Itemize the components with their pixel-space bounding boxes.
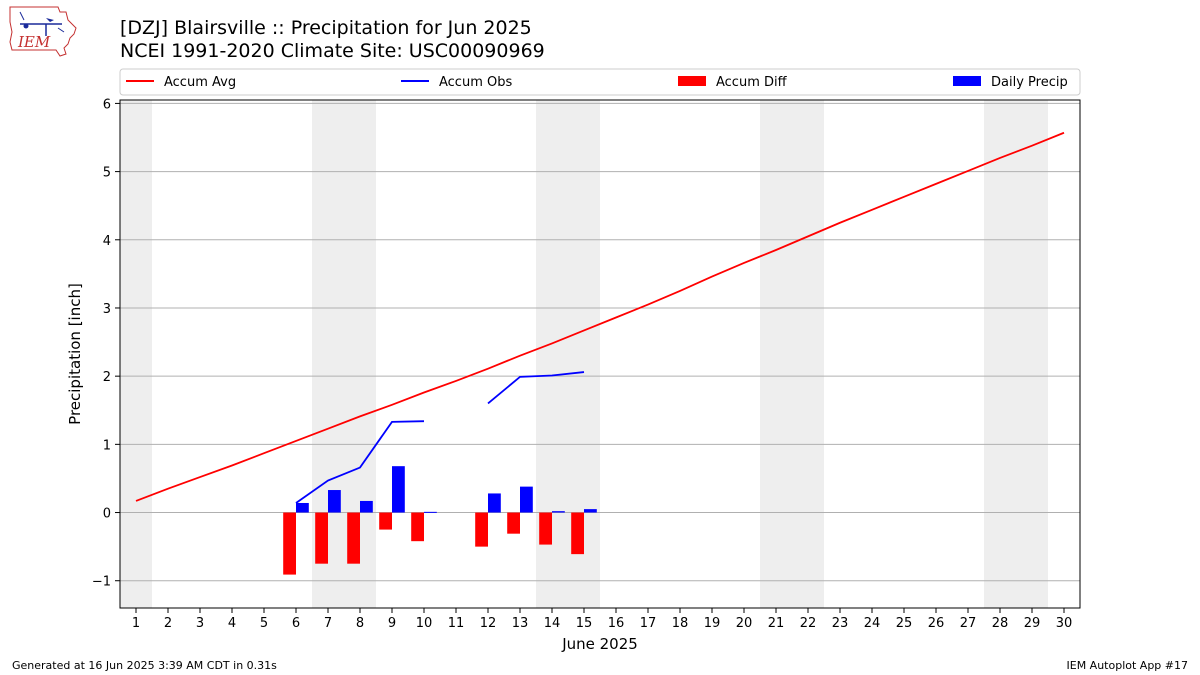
x-tick-label-3: 3	[196, 616, 204, 631]
x-axis-label: June 2025	[561, 635, 638, 653]
legend-swatch-4	[953, 76, 981, 86]
y-tick-label-6: 6	[103, 97, 111, 112]
weekend-band-28	[984, 100, 1016, 608]
generated-timestamp: Generated at 16 Jun 2025 3:39 AM CDT in …	[12, 659, 277, 672]
legend: Accum Avg Accum Obs Accum Diff Daily Precip	[119, 68, 1081, 96]
bar-daily-precip-15	[584, 509, 597, 513]
bars	[283, 466, 597, 575]
y-gridlines	[120, 102, 1080, 582]
y-tick-label-0: 0	[103, 507, 111, 522]
x-tick-label-19: 19	[704, 616, 721, 631]
bar-accum-diff-15	[571, 512, 584, 555]
x-tick-label-26: 26	[928, 616, 945, 631]
y-tick-label--1: −1	[92, 575, 111, 590]
line-accum-avg	[135, 131, 1065, 502]
chart-title: [DZJ] Blairsville :: Precipitation for J…	[120, 17, 532, 39]
x-tick-label-23: 23	[832, 616, 849, 631]
line-accum-obs-segment-1	[295, 420, 425, 504]
x-tick-label-29: 29	[1024, 616, 1041, 631]
bar-daily-precip-14	[552, 511, 565, 513]
weekend-band-21	[760, 100, 792, 608]
x-tick-label-21: 21	[768, 616, 785, 631]
x-tick-label-17: 17	[640, 616, 657, 631]
weekend-band-22	[792, 100, 824, 608]
x-tick-label-8: 8	[356, 616, 364, 631]
bar-accum-diff-7	[315, 512, 328, 564]
bar-daily-precip-8	[360, 500, 373, 513]
x-tick-label-22: 22	[800, 616, 817, 631]
legend-label-1: Accum Avg	[164, 75, 236, 90]
line-accum-obs-segment-2	[487, 371, 585, 405]
bar-accum-diff-14	[539, 512, 552, 545]
x-tick-label-18: 18	[672, 616, 689, 631]
y-tick-label-1: 1	[103, 438, 111, 453]
x-tick-label-2: 2	[164, 616, 172, 631]
weekend-band-1	[120, 100, 152, 608]
app-credit: IEM Autoplot App #17	[1066, 659, 1189, 672]
bar-daily-precip-12	[488, 493, 501, 513]
iem-logo: IEM	[9, 6, 77, 57]
legend-label-2: Accum Obs	[439, 75, 512, 90]
x-tick-label-16: 16	[608, 616, 625, 631]
bar-daily-precip-9	[392, 466, 405, 513]
legend-label-4: Daily Precip	[991, 75, 1068, 90]
x-tick-label-7: 7	[324, 616, 332, 631]
bar-daily-precip-10	[424, 511, 437, 513]
x-tick-label-9: 9	[388, 616, 396, 631]
x-tick-label-25: 25	[896, 616, 913, 631]
x-tick-label-6: 6	[292, 616, 300, 631]
x-tick-label-11: 11	[448, 616, 465, 631]
x-tick-label-13: 13	[512, 616, 529, 631]
weekend-band-29	[1016, 100, 1048, 608]
y-tick-label-5: 5	[103, 166, 111, 181]
legend-label-3: Accum Diff	[716, 75, 788, 90]
bar-accum-diff-13	[507, 512, 520, 534]
x-tick-label-28: 28	[992, 616, 1009, 631]
x-tick-label-5: 5	[260, 616, 268, 631]
x-tick-label-15: 15	[576, 616, 593, 631]
bar-daily-precip-7	[328, 490, 341, 513]
plot-frame	[119, 99, 1081, 609]
y-tick-label-2: 2	[103, 370, 111, 385]
weekend-bands	[120, 100, 1048, 608]
legend-box	[119, 68, 1081, 96]
chart-subtitle: NCEI 1991-2020 Climate Site: USC00090969	[120, 40, 545, 62]
bar-accum-diff-12	[475, 512, 488, 547]
x-tick-label-24: 24	[864, 616, 881, 631]
logo-text: IEM	[17, 33, 51, 51]
x-tick-label-20: 20	[736, 616, 753, 631]
x-tick-label-14: 14	[544, 616, 561, 631]
x-tick-label-27: 27	[960, 616, 977, 631]
y-tick-label-3: 3	[103, 302, 111, 317]
series-lines	[135, 131, 1065, 504]
bar-accum-diff-8	[347, 512, 360, 564]
y-axis-label: Precipitation [inch]	[66, 283, 84, 425]
bar-daily-precip-6	[296, 502, 309, 513]
bar-accum-diff-6	[283, 512, 296, 575]
x-tick-label-1: 1	[132, 616, 140, 631]
x-tick-label-30: 30	[1056, 616, 1073, 631]
bar-accum-diff-9	[379, 512, 392, 530]
y-axis: −1 0 1 2 3 4 5 6	[92, 97, 120, 590]
y-tick-label-4: 4	[103, 234, 111, 249]
bar-daily-precip-13	[520, 486, 533, 513]
legend-swatch-3	[678, 76, 706, 86]
x-tick-label-4: 4	[228, 616, 236, 631]
x-axis: 1 2 3 4 5 6 7 8 9 10 11 12 13 14 15 16 17 18 19 20 21 22 23 24 2…	[132, 608, 1072, 631]
x-tick-label-10: 10	[416, 616, 433, 631]
bar-accum-diff-10	[411, 512, 424, 542]
x-tick-label-12: 12	[480, 616, 497, 631]
